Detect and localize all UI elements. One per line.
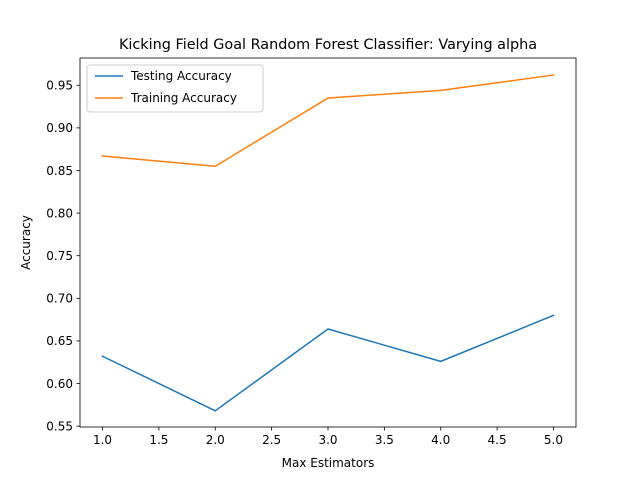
data-point <box>101 355 104 358</box>
data-point <box>552 74 555 76</box>
y-tick-label: 0.55 <box>46 419 73 433</box>
y-axis-ticks: 0.55 0.60 0.65 0.70 0.75 0.80 0.85 0.90 0.95 <box>46 79 80 433</box>
x-tick-label: 3.0 <box>318 433 337 447</box>
data-point <box>439 89 442 92</box>
y-tick-label: 0.70 <box>46 292 73 306</box>
x-tick-label: 4.5 <box>488 433 507 447</box>
data-point <box>101 155 104 157</box>
x-tick-label: 1.0 <box>93 433 112 447</box>
data-point <box>214 165 217 167</box>
y-tick-label: 0.60 <box>46 377 73 391</box>
series-layer <box>101 74 555 412</box>
y-tick-label: 0.80 <box>46 206 73 220</box>
y-tick-label: 0.85 <box>46 164 73 178</box>
data-point <box>439 360 442 363</box>
y-tick-label: 0.95 <box>46 79 73 93</box>
data-point <box>327 97 329 99</box>
y-axis-label: Accuracy <box>19 215 33 270</box>
legend: Testing Accuracy Training Accuracy <box>86 64 264 113</box>
x-tick-label: 3.5 <box>375 433 394 447</box>
x-tick-label: 4.0 <box>431 433 450 447</box>
x-axis-label: Max Estimators <box>282 456 375 470</box>
y-tick-label: 0.65 <box>46 334 73 348</box>
data-point <box>552 314 555 317</box>
x-axis-ticks: 1.0 1.5 2.0 2.5 3.0 3.5 4.0 4.5 5.0 <box>93 427 563 447</box>
legend-label-testing: Testing Accuracy <box>130 69 232 83</box>
legend-box <box>86 64 264 113</box>
y-tick-label: 0.75 <box>46 249 73 263</box>
x-tick-label: 1.5 <box>149 433 168 447</box>
plot-frame <box>79 57 577 428</box>
data-point <box>327 328 329 330</box>
x-tick-label: 2.0 <box>206 433 225 447</box>
legend-label-training: Training Accuracy <box>130 91 237 105</box>
chart-title: Kicking Field Goal Random Forest Classif… <box>119 37 537 53</box>
x-tick-label: 2.5 <box>262 433 281 447</box>
y-tick-label: 0.90 <box>46 121 73 135</box>
data-point <box>214 410 217 412</box>
x-tick-label: 5.0 <box>544 433 563 447</box>
